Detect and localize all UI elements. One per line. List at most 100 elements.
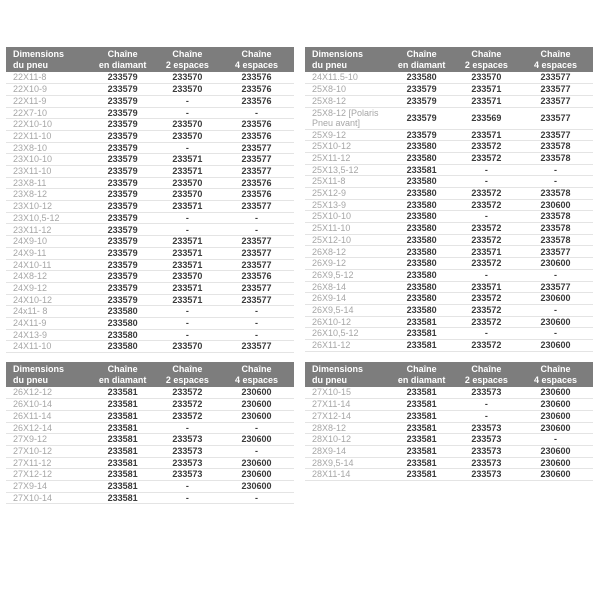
- tire-dimension-cell: 25X13-9: [305, 199, 389, 212]
- part-number-cell: 233581: [89, 422, 156, 435]
- part-number-cell: 233581: [89, 387, 156, 400]
- part-number-cell: 233577: [518, 245, 593, 259]
- part-number-cell: 233573: [454, 422, 519, 435]
- table-row: 26X12-12 233581 233572 230600: [6, 387, 294, 400]
- part-number-cell: 233581: [388, 468, 455, 481]
- part-number-cell: 233577: [219, 259, 294, 272]
- tire-dimension-cell: 22X10-10: [6, 118, 90, 131]
- part-number-cell: 233571: [454, 95, 519, 108]
- table-row: 26X9,5-14 233580 233572-: [305, 304, 593, 317]
- table-row: 27X11-12 233581 233573 230600: [6, 457, 294, 470]
- part-number-cell: 233570: [155, 72, 220, 85]
- part-number-cell: 233579: [89, 130, 156, 143]
- table-row: 24X11-10 233580 233570 233577: [6, 340, 294, 353]
- part-number-cell: 233578: [518, 222, 593, 235]
- table-row: 24X13-9 233580- -: [6, 329, 294, 342]
- part-number-cell: 233579: [388, 95, 455, 108]
- tire-dimension-cell: 25X13,5-12: [305, 164, 389, 177]
- part-number-cell: 233579: [89, 235, 156, 248]
- tire-dimension-cell: 25X12-9: [305, 187, 389, 200]
- tire-dimension-cell: 27X12-14: [305, 410, 389, 423]
- part-number-cell: 233581: [89, 492, 156, 505]
- tire-dimension-cell: 24X9-11: [6, 247, 90, 260]
- part-number-cell: 233581: [388, 433, 455, 446]
- part-number-cell: 233579: [89, 177, 156, 190]
- part-number-cell: 233581: [388, 457, 455, 470]
- part-number-cell: 233579: [89, 212, 156, 225]
- table-row: 24X9-11 233579 233571 233577: [6, 247, 294, 260]
- part-number-cell: 230600: [219, 468, 294, 481]
- tire-dimension-cell: 24X11.5-10: [305, 72, 389, 85]
- tire-dimension-cell: 25X11-12: [305, 152, 389, 165]
- part-number-cell: 233571: [454, 83, 519, 96]
- tire-dimension-cell: 27X12-12: [6, 468, 90, 481]
- part-number-cell: 233571: [155, 282, 220, 295]
- table-row: 24X11.5-10 233580 233570 233577: [305, 72, 593, 85]
- part-number-cell: 233573: [454, 387, 519, 400]
- part-number-cell: 233572: [454, 257, 519, 270]
- part-number-cell: 233580: [388, 187, 455, 200]
- tire-chain-table-bottom-left: Dimensions du pneu Chaîne en diamant Chaîne 2…: [6, 362, 294, 505]
- table-row: 24x11- 8 233580- -: [6, 305, 294, 318]
- table-row: 25X11-10 233580 233572 233578: [305, 222, 593, 235]
- part-number-cell: 233576: [219, 83, 294, 96]
- part-number-cell: 233570: [454, 72, 519, 85]
- table-row: 25X8-12 [Polaris Pneu avant] 233579 233569…: [305, 107, 593, 130]
- table-row: 26X10-14 233581 233572 230600: [6, 398, 294, 411]
- tire-dimension-cell: 23X11-12: [6, 223, 90, 237]
- tire-dimension-cell: 26X9,5-14: [305, 304, 389, 317]
- table-row: 22X7-10 233579- -: [6, 107, 294, 120]
- part-number-cell: 230600: [518, 468, 593, 481]
- part-number-cell: 233577: [518, 281, 593, 294]
- tire-dimension-cell: 26X11-14: [6, 410, 90, 423]
- part-number-cell: 230600: [219, 457, 294, 470]
- part-number-cell: -: [518, 175, 593, 188]
- column-header-diamond-chain: Chaîne en diamant: [388, 47, 455, 72]
- part-number-cell: 233576: [219, 130, 294, 143]
- part-number-cell: 233577: [219, 340, 294, 353]
- column-header-dimensions: Dimensions du pneu: [305, 47, 389, 72]
- tire-dimension-cell: 25X10-12: [305, 140, 389, 153]
- part-number-cell: 230600: [518, 410, 593, 423]
- part-number-cell: 233571: [155, 235, 220, 248]
- part-number-cell: 233572: [155, 410, 220, 423]
- tire-dimension-cell: 28X10-12: [305, 433, 389, 446]
- part-number-cell: 233571: [155, 247, 220, 260]
- tire-dimension-cell: 26X9,5-12: [305, 269, 389, 282]
- table-row: 26X11-14 233581 233572 230600: [6, 410, 294, 423]
- part-number-cell: -: [219, 223, 294, 237]
- tire-dimension-cell: 27X10-12: [6, 445, 90, 458]
- tire-dimension-cell: 28X8-12: [305, 422, 389, 435]
- tire-dimension-cell: 26X12-14: [6, 422, 90, 435]
- table-row: 23X8-12 233579 233570 233576: [6, 188, 294, 202]
- part-number-cell: -: [518, 327, 593, 340]
- part-number-cell: 233573: [155, 457, 220, 470]
- table-row: 27X12-14 233581-230600: [305, 410, 593, 423]
- part-number-cell: 233571: [454, 245, 519, 259]
- part-number-cell: 233579: [89, 118, 156, 131]
- header-row: Dimensions du pneu Chaîne en diamant Chaîne 2…: [6, 47, 294, 72]
- part-number-cell: -: [518, 433, 593, 446]
- table-row: 22X10-9 233579 233570 233576: [6, 83, 294, 96]
- part-number-cell: 233580: [388, 210, 455, 224]
- table-row: 25X8-12 233579 233571 233577: [305, 95, 593, 108]
- tire-dimension-cell: 25X10-10: [305, 210, 389, 224]
- part-number-cell: 233572: [454, 152, 519, 165]
- part-number-cell: 233579: [89, 95, 156, 108]
- part-number-cell: 230600: [518, 445, 593, 458]
- part-number-cell: 233577: [219, 235, 294, 248]
- tire-dimension-cell: 26X8-12: [305, 245, 389, 259]
- part-number-cell: 233577: [518, 72, 593, 85]
- part-number-cell: 233573: [155, 433, 220, 446]
- part-number-cell: 233580: [388, 199, 455, 212]
- part-number-cell: -: [518, 164, 593, 177]
- part-number-cell: 233581: [388, 422, 455, 435]
- table-row: 26X8-14 233580 233571 233577: [305, 281, 593, 294]
- part-number-cell: 233572: [155, 398, 220, 411]
- header-row: Dimensions du pneu Chaîne en diamant Chaîne 2…: [305, 362, 593, 387]
- table-row: 25X12-9 233580 233572 233578: [305, 187, 593, 200]
- part-number-cell: 230600: [518, 199, 593, 212]
- part-number-cell: 233581: [388, 327, 455, 340]
- part-number-cell: 233577: [219, 165, 294, 178]
- table-row: 23X11-12 233579- -: [6, 223, 294, 237]
